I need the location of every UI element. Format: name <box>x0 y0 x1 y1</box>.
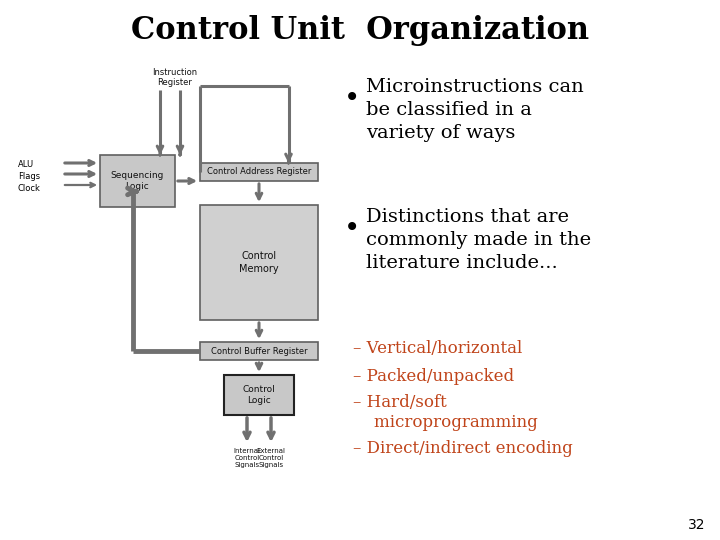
Bar <box>200 342 318 360</box>
Text: •: • <box>344 216 360 243</box>
Text: – Packed/unpacked: – Packed/unpacked <box>353 368 514 385</box>
Text: External
Control
Signals: External Control Signals <box>256 448 286 468</box>
Bar <box>100 155 175 207</box>
Text: Instruction
Register: Instruction Register <box>153 68 197 87</box>
Bar <box>200 205 318 320</box>
Bar <box>200 163 318 181</box>
Text: Clock: Clock <box>18 184 41 193</box>
Text: Control Address Register: Control Address Register <box>207 167 311 177</box>
Text: – Vertical/horizontal: – Vertical/horizontal <box>353 340 522 357</box>
Text: Control
Logic: Control Logic <box>243 385 275 405</box>
Bar <box>224 375 294 415</box>
Text: 32: 32 <box>688 518 705 532</box>
Text: Sequencing
Logic: Sequencing Logic <box>111 171 164 191</box>
Text: Distinctions that are
commonly made in the
literature include...: Distinctions that are commonly made in t… <box>366 208 591 272</box>
Text: Internal
Control
Signals: Internal Control Signals <box>233 448 261 468</box>
Text: Flags: Flags <box>18 172 40 181</box>
Text: Control Unit  Organization: Control Unit Organization <box>131 15 589 45</box>
Text: Control Buffer Register: Control Buffer Register <box>211 347 307 355</box>
Text: •: • <box>344 86 360 113</box>
Text: Microinstructions can
be classified in a
variety of ways: Microinstructions can be classified in a… <box>366 78 584 142</box>
Text: Control
Memory: Control Memory <box>239 251 279 274</box>
Text: ALU: ALU <box>18 160 34 169</box>
Text: – Direct/indirect encoding: – Direct/indirect encoding <box>353 440 572 457</box>
Text: – Hard/soft
    microprogramming: – Hard/soft microprogramming <box>353 394 538 431</box>
